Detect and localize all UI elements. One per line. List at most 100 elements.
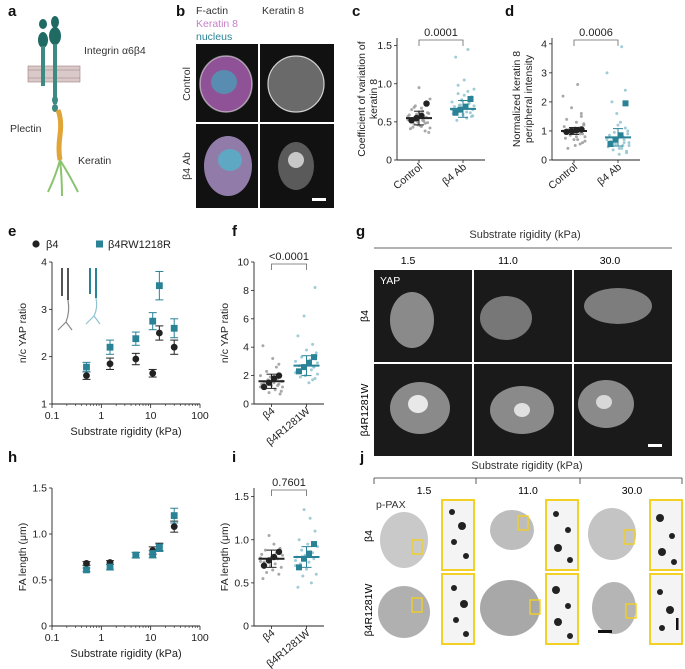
i-data-point — [294, 558, 297, 562]
c-y-tick-label: 0 — [386, 155, 392, 167]
d-data-point — [574, 135, 578, 139]
c-data-point — [427, 131, 431, 135]
d-data-point — [605, 71, 609, 75]
h-y-tick-label: 1.5 — [32, 483, 47, 495]
c-y-label: Coefficient of variation ofkeratin 8 — [356, 41, 380, 156]
i-data-point — [259, 559, 262, 563]
panel-letter-i: i — [232, 449, 236, 466]
e-y-tick-label: 3 — [41, 304, 47, 316]
f-y-tick-label: 0 — [243, 399, 249, 411]
c-data-point — [419, 124, 423, 128]
d-data-point — [576, 138, 580, 142]
h-point-1 — [83, 566, 90, 574]
c-data-point — [457, 103, 461, 107]
f-replicate-mean — [306, 359, 312, 366]
d-data-point — [622, 141, 626, 145]
h-point-1 — [155, 544, 163, 552]
d-y-label: Normalized keratin 8peripheral intensity — [511, 51, 535, 147]
f-data-point — [307, 381, 311, 385]
c-replicate-mean — [452, 109, 459, 116]
f-y-tick-label: 8 — [243, 285, 249, 297]
chart-h: 0 0.5 1.0 1.5 FA length (μm) 0.1 1 10 100 Substra… — [17, 483, 209, 661]
c-data-point — [454, 55, 458, 59]
d-data-point — [617, 152, 621, 156]
g-title: Substrate rigidity (kPa) — [469, 229, 580, 241]
f-y-tick-label: 2 — [243, 370, 249, 382]
c-replicate-mean — [423, 100, 430, 107]
row-label-b4ab: β4 Ab — [181, 152, 193, 180]
panel-letter-d: d — [505, 3, 514, 20]
c-data-point — [408, 127, 412, 131]
d-data-point — [626, 132, 630, 136]
f-data-point — [302, 314, 306, 318]
row-label-control: Control — [181, 67, 193, 101]
d-data-point — [620, 45, 624, 49]
f-data-point — [281, 385, 284, 389]
h-y-label-line: FA length (μm) — [17, 523, 29, 592]
i-data-point — [272, 542, 276, 546]
c-data-point — [410, 108, 414, 112]
d-data-point — [574, 120, 578, 124]
panel-letter-h: h — [8, 449, 17, 466]
d-y-label-line: Normalized keratin 8 — [511, 51, 523, 147]
panel-letter-c: c — [352, 3, 360, 20]
d-data-point — [616, 123, 620, 127]
c-data-point — [456, 92, 460, 96]
g-row-label-mut: β4R1281W — [359, 384, 371, 437]
c-y-label-line: keratin 8 — [368, 79, 380, 119]
f-data-point — [267, 391, 271, 395]
g-stain-label: YAP — [380, 275, 400, 287]
e-point-0 — [83, 372, 90, 379]
i-y-tick-label: 1.5 — [234, 491, 249, 503]
stain-label-factin: F-actin — [196, 5, 228, 17]
i-y-tick-label: 0.5 — [234, 577, 249, 589]
h-x-tick-label: 0.1 — [45, 632, 60, 644]
f-data-point — [311, 378, 315, 382]
e-x-tick-label: 100 — [191, 410, 209, 422]
f-y-tick-label: 10 — [237, 257, 249, 269]
d-y-tick-label: 1 — [541, 125, 547, 137]
i-data-point — [297, 538, 301, 542]
j-col-2: 11.0 — [518, 485, 538, 497]
d-data-point — [563, 136, 567, 140]
f-y-label-line: n/c YAP ratio — [219, 303, 231, 363]
e-point-1 — [83, 363, 90, 371]
column-header-keratin: Keratin 8 — [262, 5, 304, 17]
f-y-tick-label: 4 — [243, 342, 249, 354]
d-data-point — [610, 100, 614, 104]
f-y-label: n/c YAP ratio — [219, 303, 231, 363]
f-replicate-mean — [275, 372, 283, 379]
d-y-tick-label: 4 — [541, 38, 547, 50]
d-y-tick-label: 2 — [541, 96, 547, 108]
d-data-point — [627, 143, 631, 147]
h-x-label: Substrate rigidity (kPa) — [70, 648, 181, 660]
d-data-point — [578, 132, 582, 136]
c-data-point — [465, 110, 469, 114]
d-replicate-mean — [607, 141, 614, 148]
f-data-point — [300, 355, 304, 359]
e-point-1 — [149, 317, 157, 325]
d-data-point — [620, 146, 624, 150]
i-data-point — [301, 574, 305, 578]
d-data-point — [572, 138, 576, 142]
d-data-point — [627, 141, 631, 145]
d-data-point — [565, 117, 569, 121]
f-data-point — [305, 348, 308, 352]
c-data-point — [466, 47, 470, 51]
i-data-point — [263, 548, 267, 552]
d-data-point — [579, 114, 583, 118]
e-icon-integrin-b4 — [61, 268, 69, 300]
e-point-0 — [106, 360, 114, 368]
g-col-1: 1.5 — [401, 255, 416, 267]
f-replicate-mean — [311, 354, 317, 361]
g-row-label-b4: β4 — [359, 310, 371, 322]
d-data-point — [614, 142, 618, 146]
e-legend: β4 β4RW1218R — [32, 239, 171, 251]
d-data-point — [622, 138, 626, 142]
d-replicate-mean — [622, 100, 629, 107]
j-row-label-b4: β4 — [363, 530, 375, 542]
panel-letter-b: b — [176, 3, 185, 20]
h-point-1 — [132, 551, 140, 559]
c-data-point — [428, 97, 432, 101]
